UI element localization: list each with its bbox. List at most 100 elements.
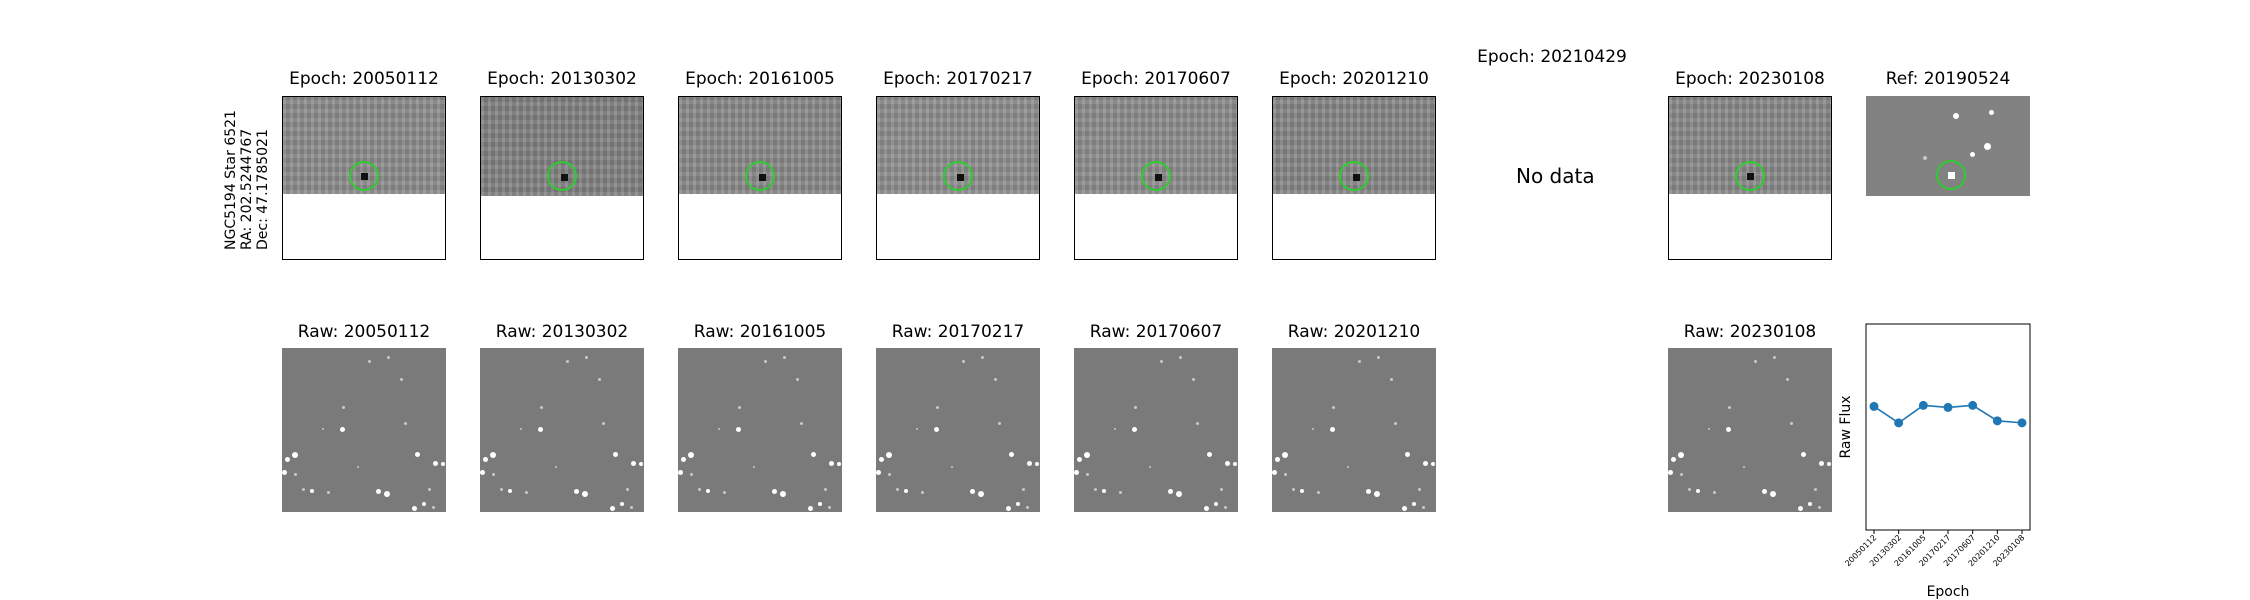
raw-panel-3 <box>678 348 842 512</box>
raw-star <box>566 360 569 363</box>
raw-star <box>962 360 965 363</box>
raw-star <box>1818 506 1821 509</box>
raw-star <box>1678 452 1684 458</box>
raw-star <box>1814 488 1817 491</box>
raw-star <box>1358 360 1361 363</box>
raw-star <box>1688 488 1691 491</box>
raw-star <box>538 427 543 432</box>
raw-star <box>1132 427 1137 432</box>
raw-star <box>718 428 720 430</box>
raw-star <box>1431 462 1435 466</box>
raw-star <box>1035 462 1039 466</box>
epoch-title-3: Epoch: 20161005 <box>685 69 835 89</box>
raw-star <box>630 506 633 509</box>
raw-star <box>342 406 345 409</box>
raw-star <box>340 427 345 432</box>
raw-star <box>1077 457 1082 462</box>
flux-point <box>1869 401 1879 411</box>
flux-point <box>1894 418 1904 428</box>
raw-star <box>829 461 834 466</box>
raw-star <box>753 466 755 468</box>
raw-star <box>1312 428 1314 430</box>
raw-star <box>1696 489 1700 493</box>
chart-marks <box>1869 400 2027 428</box>
target-source <box>1155 174 1162 181</box>
raw-star <box>368 360 371 363</box>
diff-panel-6 <box>1272 96 1436 260</box>
ref-star <box>1923 156 1927 160</box>
plot-frame <box>1865 323 2031 531</box>
raw-star <box>934 427 939 432</box>
raw-image <box>1668 348 1832 512</box>
raw-star <box>1114 428 1116 430</box>
raw-star <box>441 462 445 466</box>
raw-star <box>1220 488 1223 491</box>
flux-point <box>1992 416 2002 426</box>
raw-star <box>1412 502 1416 506</box>
raw-star <box>736 427 741 432</box>
diff-panel-2 <box>480 96 644 260</box>
raw-image <box>1074 348 1238 512</box>
raw-star <box>818 502 822 506</box>
raw-star <box>1207 452 1212 457</box>
raw-star <box>738 406 741 409</box>
raw-star <box>690 473 693 476</box>
diff-image <box>1669 97 1831 194</box>
raw-title-6: Raw: 20201210 <box>1287 322 1421 342</box>
target-source <box>1353 174 1360 181</box>
raw-star <box>1016 502 1020 506</box>
diff-image <box>481 97 643 196</box>
raw-star <box>1671 457 1676 462</box>
raw-star <box>1192 378 1195 381</box>
raw-star <box>998 422 1001 425</box>
epoch-title-4: Epoch: 20170217 <box>883 69 1033 89</box>
chart-ylabel: Raw Flux <box>1838 396 1854 459</box>
raw-star <box>1418 488 1421 491</box>
raw-star <box>432 506 435 509</box>
raw-star <box>540 406 543 409</box>
raw-star <box>1225 461 1230 466</box>
target-circle <box>1936 160 1966 190</box>
raw-star <box>876 470 881 475</box>
raw-star <box>1233 462 1237 466</box>
raw-title-7: Raw: 20230108 <box>1683 322 1817 342</box>
target-circle <box>1735 161 1765 191</box>
raw-star <box>1275 457 1280 462</box>
raw-star <box>1196 422 1199 425</box>
raw-star <box>602 422 605 425</box>
chart-xlabel: Epoch <box>1927 584 1970 600</box>
raw-star <box>490 452 496 458</box>
raw-star <box>970 489 975 494</box>
raw-star <box>1009 452 1014 457</box>
ref-title: Ref: 20190524 <box>1885 69 2011 89</box>
target-circle <box>745 161 775 191</box>
raw-star <box>828 506 831 509</box>
raw-star <box>422 502 426 506</box>
raw-star <box>1224 506 1227 509</box>
raw-star <box>678 470 683 475</box>
raw-star <box>357 466 359 468</box>
raw-star <box>387 356 390 359</box>
raw-star <box>1102 489 1106 493</box>
raw-star <box>1377 356 1380 359</box>
raw-star <box>1134 406 1137 409</box>
raw-star <box>921 491 924 494</box>
ref-star <box>1970 152 1975 157</box>
target-circle <box>943 161 973 191</box>
raw-star <box>1754 360 1757 363</box>
raw-star <box>1422 506 1425 509</box>
raw-star <box>639 462 643 466</box>
raw-star <box>412 506 417 511</box>
raw-star <box>1179 356 1182 359</box>
epoch-title-8: Epoch: 20230108 <box>1675 69 1825 89</box>
flux-chart: 2005011220130302201610052017021720170607… <box>1838 323 2031 600</box>
raw-star <box>1347 466 1349 468</box>
raw-star <box>888 473 891 476</box>
raw-star <box>886 452 892 458</box>
raw-star <box>1827 462 1831 466</box>
raw-star <box>1119 491 1122 494</box>
raw-star <box>310 489 314 493</box>
raw-star <box>282 470 287 475</box>
diff-panel-8 <box>1668 96 1832 260</box>
raw-star <box>808 506 813 511</box>
